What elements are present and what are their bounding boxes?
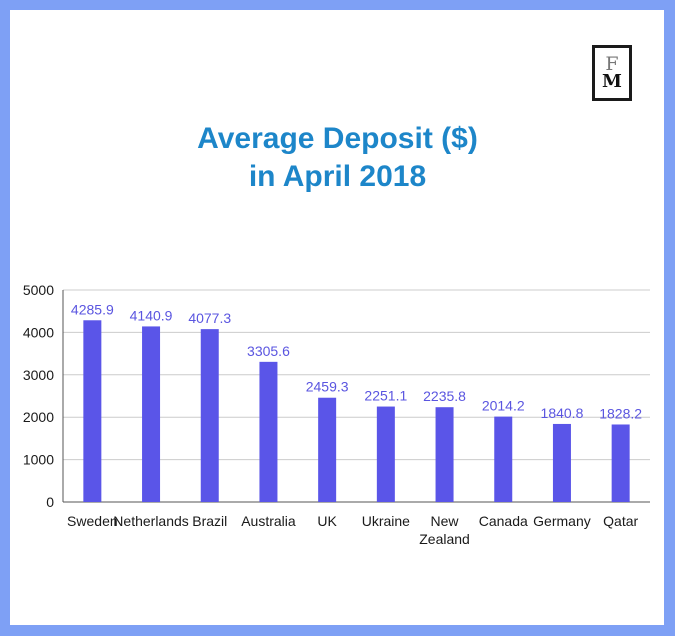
logo-letter-f: F xyxy=(605,53,619,75)
y-tick-label: 5000 xyxy=(23,282,54,298)
x-tick-label: UK xyxy=(317,513,337,529)
data-label: 3305.6 xyxy=(247,343,290,359)
x-tick-label-line: New xyxy=(431,513,460,529)
bar xyxy=(376,406,395,502)
data-label: 4077.3 xyxy=(188,310,231,326)
x-tick-label-line: Netherlands xyxy=(113,513,189,529)
x-tick-label: Ukraine xyxy=(362,513,410,529)
bar xyxy=(259,361,278,502)
chart-title-line2: in April 2018 xyxy=(248,160,427,193)
x-tick-label: Netherlands xyxy=(113,513,189,529)
y-tick-label: 1000 xyxy=(23,452,54,468)
y-tick-label: 0 xyxy=(46,494,54,510)
data-label: 2014.2 xyxy=(482,398,525,414)
x-tick-label-line: Canada xyxy=(479,513,528,529)
data-label: 4140.9 xyxy=(130,307,173,323)
bar xyxy=(552,423,571,502)
data-label: 4285.9 xyxy=(71,301,114,317)
data-label: 1840.8 xyxy=(541,405,584,421)
chart-card xyxy=(10,10,664,625)
logo-letter-m: M xyxy=(602,71,622,92)
x-tick-label-line: Brazil xyxy=(192,513,227,529)
x-tick-label: Brazil xyxy=(192,513,227,529)
x-tick-label-line: Ukraine xyxy=(362,513,410,529)
data-label: 2251.1 xyxy=(364,388,407,404)
bar xyxy=(435,407,454,502)
data-label: 2235.8 xyxy=(423,388,466,404)
data-label: 2459.3 xyxy=(306,379,349,395)
bar xyxy=(494,416,513,502)
x-tick-label-line: Sweden xyxy=(67,513,118,529)
bar xyxy=(83,320,102,502)
bar xyxy=(142,326,161,502)
x-tick-label-line: Qatar xyxy=(603,513,638,529)
x-tick-label: Germany xyxy=(533,513,591,529)
fm-logo: F M xyxy=(592,45,632,101)
x-tick-label: New Zealand xyxy=(419,513,470,547)
x-tick-label: Canada xyxy=(479,513,528,529)
bar xyxy=(611,424,630,502)
y-tick-label: 2000 xyxy=(23,409,54,425)
x-tick-label-line: UK xyxy=(317,513,337,529)
x-tick-label: Sweden xyxy=(67,513,118,529)
x-tick-label-line: Germany xyxy=(533,513,591,529)
y-tick-label: 4000 xyxy=(23,324,54,340)
x-tick-label-line: Zealand xyxy=(419,531,470,547)
bar xyxy=(200,329,219,502)
x-tick-label-line: Australia xyxy=(241,513,296,529)
data-label: 1828.2 xyxy=(599,405,642,421)
y-tick-label: 3000 xyxy=(23,367,54,383)
bar xyxy=(318,397,337,502)
chart-title-line1: Average Deposit ($) xyxy=(197,122,478,155)
x-tick-label: Australia xyxy=(241,513,296,529)
chart-title: Average Deposit ($) in April 2018 xyxy=(0,120,675,196)
x-tick-label: Qatar xyxy=(603,513,638,529)
